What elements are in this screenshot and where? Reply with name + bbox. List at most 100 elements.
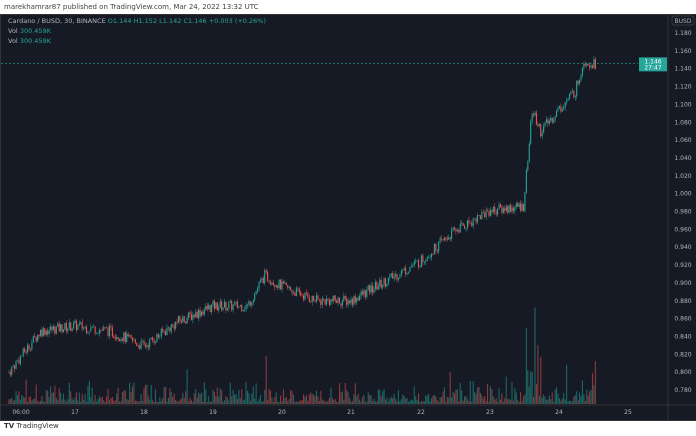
volume-bar — [262, 401, 264, 404]
volume-bar — [126, 399, 128, 404]
candle-body — [262, 278, 264, 284]
candle-body — [221, 301, 223, 310]
candle-body — [282, 281, 284, 284]
candle-body — [297, 288, 299, 290]
open: O1.144 — [107, 17, 132, 25]
candle-body — [246, 304, 249, 306]
volume-bar — [269, 390, 272, 404]
volume-bar — [317, 396, 319, 404]
volume-bar — [182, 392, 184, 404]
chart-panel[interactable]: 1.180 1.160 1.140 1.120 1.100 1.080 1.060 1.040… — [0, 14, 696, 421]
volume-bar — [160, 401, 162, 404]
candle-body — [528, 143, 530, 163]
volume-bar — [340, 392, 342, 404]
candle-body — [554, 117, 556, 120]
volume-bar — [75, 392, 77, 404]
volume-bar — [142, 401, 144, 404]
volume-bar — [556, 387, 558, 404]
volume-bar — [469, 380, 471, 404]
candle-body — [116, 337, 118, 339]
volume-bar — [156, 401, 158, 404]
volume-bar — [491, 389, 493, 404]
volume-bar — [100, 398, 102, 404]
candle-body — [176, 322, 178, 323]
volume-bar — [507, 399, 509, 404]
tradingview-logo[interactable]: TV TradingView — [4, 422, 59, 430]
candle-body — [38, 334, 40, 336]
volume-bar — [579, 392, 581, 404]
candle-body — [313, 295, 315, 301]
volume-bar — [216, 387, 218, 404]
volume-bar — [374, 401, 376, 404]
volume-bar — [343, 400, 345, 404]
volume-bar — [50, 386, 52, 404]
volume-bar — [259, 394, 261, 404]
candle-body — [356, 297, 358, 303]
candle-body — [41, 329, 43, 337]
candle-body — [534, 112, 536, 116]
volume-bar — [119, 401, 121, 404]
volume-bar — [413, 386, 415, 404]
candle-body — [567, 98, 569, 101]
volume-bar — [564, 399, 566, 404]
y-tick: 0.960 — [674, 226, 691, 233]
candle-body — [133, 339, 135, 341]
volume-bar — [143, 387, 145, 404]
volume-bar — [78, 392, 80, 404]
candle-body — [206, 305, 208, 310]
volume-bar — [415, 396, 417, 404]
candle-body — [147, 345, 149, 348]
candle-body — [370, 285, 372, 293]
volume-bar — [380, 396, 382, 404]
volume-bar — [515, 392, 517, 404]
volume-bar — [34, 398, 36, 404]
x-tick: 23 — [486, 409, 494, 416]
volume-bar — [281, 401, 283, 404]
volume-bar — [382, 391, 384, 404]
candle-body — [134, 339, 136, 343]
volume-bar — [271, 397, 273, 404]
volume-bar — [137, 401, 139, 404]
candle-body — [292, 292, 295, 294]
volume-bar — [406, 398, 408, 404]
volume-bar — [85, 401, 88, 404]
candle-body — [510, 205, 512, 212]
candle-body — [242, 310, 244, 312]
candle-body — [318, 299, 320, 301]
candle-body — [594, 59, 596, 69]
volume-bar — [98, 395, 100, 404]
candle-body — [275, 285, 277, 287]
candle-body — [11, 366, 13, 375]
volume-bar — [14, 400, 16, 404]
last-price-label — [639, 57, 667, 72]
y-tick: 1.120 — [674, 84, 691, 91]
volume-bar — [419, 401, 421, 404]
volume-bar — [517, 399, 519, 404]
y-tick: 1.000 — [674, 191, 691, 198]
volume-bar — [502, 401, 504, 404]
volume-bar — [35, 384, 37, 404]
candlestick-chart[interactable]: 1.180 1.160 1.140 1.120 1.100 1.080 1.060 1.040… — [1, 15, 696, 420]
candle-body — [580, 75, 582, 80]
candle-body — [107, 328, 109, 337]
candle-body — [564, 102, 566, 108]
volume-bar — [479, 393, 481, 404]
volume-bar — [285, 396, 287, 404]
volume-bar — [571, 401, 573, 404]
volume-bar — [351, 401, 353, 404]
volume-bar — [134, 400, 136, 404]
volume-bar — [326, 401, 328, 404]
candle-body — [327, 298, 329, 300]
candle-body — [367, 285, 369, 290]
volume-bar — [514, 388, 516, 404]
volume-bar — [589, 391, 591, 404]
volume-bar — [203, 382, 205, 404]
volume-bar — [193, 393, 195, 404]
candle-body — [100, 329, 102, 331]
volume-bar — [443, 387, 445, 404]
candle-body — [449, 237, 451, 239]
candle-body — [337, 297, 339, 303]
candle-body — [405, 268, 407, 274]
volume-bar — [303, 394, 305, 404]
x-tick: 17 — [71, 409, 79, 416]
